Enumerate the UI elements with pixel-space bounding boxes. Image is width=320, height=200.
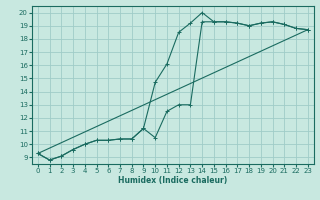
X-axis label: Humidex (Indice chaleur): Humidex (Indice chaleur) — [118, 176, 228, 185]
